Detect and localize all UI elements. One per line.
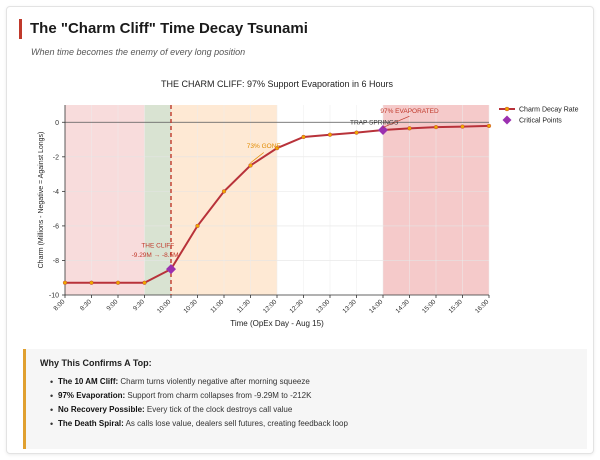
data-point bbox=[142, 280, 147, 285]
x-axis-label: Time (OpEx Day - Aug 15) bbox=[230, 319, 324, 328]
insight-item-heading: The 10 AM Cliff: bbox=[58, 377, 119, 386]
insight-item-heading: 97% Evaporation: bbox=[58, 391, 126, 400]
data-point bbox=[115, 280, 121, 285]
x-tick-label: 12:30 bbox=[288, 298, 305, 315]
chart-legend: Charm Decay Rate Critical Points bbox=[499, 107, 579, 125]
data-point bbox=[248, 163, 253, 168]
chart-annotation: 97% EVAPORATED bbox=[380, 108, 439, 115]
x-tick-label: 14:30 bbox=[394, 298, 411, 315]
insight-panel: Why This Confirms A Top: The 10 AM Cliff… bbox=[23, 349, 587, 449]
insight-item: 97% Evaporation: Support from charm coll… bbox=[50, 389, 573, 403]
insight-item-heading: No Recovery Possible: bbox=[58, 405, 145, 414]
chart-annotation: TRAP SPRINGS bbox=[350, 119, 399, 126]
legend-marker-swatch bbox=[504, 106, 510, 112]
chart-title: THE CHARM CLIFF: 97% Support Evaporation… bbox=[161, 79, 394, 89]
legend-label: Critical Points bbox=[519, 118, 562, 125]
data-point bbox=[221, 189, 227, 194]
x-tick-label: 12:00 bbox=[262, 298, 279, 315]
data-point bbox=[195, 223, 200, 229]
data-point bbox=[327, 132, 333, 137]
chart-annotation: -9.29M → -8.5M bbox=[132, 252, 179, 259]
insight-item: No Recovery Possible: Every tick of the … bbox=[50, 403, 573, 417]
x-tick-label: 13:30 bbox=[341, 298, 358, 315]
legend-label: Charm Decay Rate bbox=[519, 107, 579, 114]
x-tick-label: 15:30 bbox=[447, 298, 464, 315]
time-zone-band bbox=[144, 105, 171, 295]
x-tick-label: 9:00 bbox=[106, 298, 120, 312]
insight-item-heading: The Death Spiral: bbox=[58, 419, 124, 428]
data-point bbox=[274, 146, 280, 151]
data-point bbox=[433, 125, 439, 130]
page-title: The "Charm Cliff" Time Decay Tsunami bbox=[30, 20, 308, 37]
x-tick-label: 8:00 bbox=[53, 298, 67, 312]
x-tick-label: 14:00 bbox=[368, 298, 385, 315]
panel-title: Why This Confirms A Top: bbox=[40, 358, 152, 368]
page-subtitle: When time becomes the enemy of every lon… bbox=[31, 47, 246, 57]
chart-annotation: THE CLIFF bbox=[141, 243, 174, 250]
charm-decay-chart: THE CHARM CLIFF: 97% Support Evaporation… bbox=[38, 79, 579, 328]
x-tick-label: 11:30 bbox=[236, 298, 252, 314]
x-tick-label: 16:00 bbox=[474, 298, 491, 315]
insight-item-text: Charm turns violently negative after mor… bbox=[118, 377, 310, 386]
y-tick-label: -6 bbox=[53, 223, 59, 230]
insight-list: The 10 AM Cliff: Charm turns violently n… bbox=[40, 375, 573, 431]
insight-item: The Death Spiral: As calls lose value, d… bbox=[50, 417, 573, 431]
report-card: The "Charm Cliff" Time Decay Tsunami Whe… bbox=[6, 6, 594, 454]
chart-annotation: 73% GONE bbox=[247, 143, 282, 150]
insight-item-text: Every tick of the clock destroys call va… bbox=[144, 405, 293, 414]
data-point bbox=[354, 130, 359, 135]
title-block: The "Charm Cliff" Time Decay Tsunami bbox=[19, 19, 308, 39]
y-tick-label: -10 bbox=[49, 293, 59, 300]
legend-diamond-swatch bbox=[502, 115, 512, 125]
data-point bbox=[407, 126, 412, 131]
insight-item: The 10 AM Cliff: Charm turns violently n… bbox=[50, 375, 573, 389]
data-point bbox=[62, 280, 68, 285]
y-tick-label: -8 bbox=[53, 258, 59, 265]
y-tick-label: 0 bbox=[55, 120, 59, 127]
y-tick-label: -4 bbox=[53, 189, 59, 196]
critical-point bbox=[378, 125, 388, 136]
x-tick-label: 10:00 bbox=[156, 298, 173, 315]
x-tick-label: 15:00 bbox=[421, 298, 438, 315]
data-point bbox=[301, 134, 306, 140]
y-axis-label: Charm (Millions - Negative = Against Lon… bbox=[38, 132, 45, 269]
data-point bbox=[486, 123, 492, 128]
critical-point bbox=[166, 264, 176, 275]
annotation-arrow bbox=[250, 152, 264, 164]
insight-item-text: Support from charm collapses from -9.29M… bbox=[125, 391, 312, 400]
x-tick-label: 13:00 bbox=[315, 298, 332, 315]
x-tick-label: 10:30 bbox=[182, 298, 199, 315]
insight-item-text: As calls lose value, dealers sell future… bbox=[123, 419, 348, 428]
y-tick-label: -2 bbox=[53, 154, 59, 161]
x-tick-label: 8:30 bbox=[79, 298, 93, 312]
x-tick-label: 11:00 bbox=[209, 298, 225, 314]
data-point bbox=[460, 124, 465, 129]
x-tick-label: 9:30 bbox=[132, 298, 146, 312]
data-point bbox=[89, 280, 94, 285]
annotation-arrow bbox=[382, 115, 410, 128]
